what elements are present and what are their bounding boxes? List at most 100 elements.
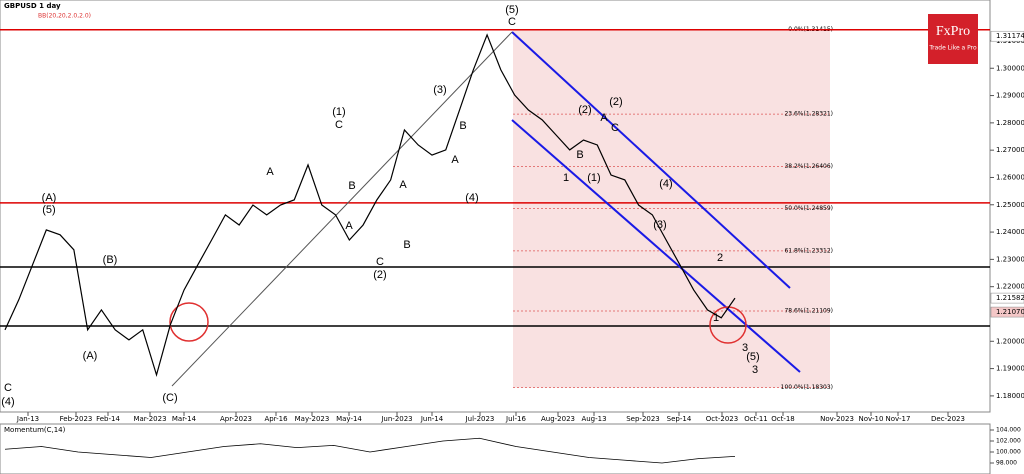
x-tick-label: Dec-2023 (931, 415, 965, 423)
trend-line (171, 31, 513, 387)
x-tick-label: May-2023 (295, 415, 330, 423)
channel-lower (511, 119, 801, 373)
wave-label: (A) (83, 350, 98, 362)
wave-label: (5) (746, 351, 759, 363)
price-line (4, 33, 736, 378)
y-tick-label: 1.27000 (996, 146, 1024, 154)
wave-label: (4) (659, 178, 672, 190)
wave-label: (1) (332, 106, 345, 118)
x-tick-label: Jul-16 (505, 415, 526, 423)
wave-label: (3) (653, 219, 666, 231)
x-tick-label: Jan-13 (16, 415, 39, 423)
wave-label: (2) (609, 96, 622, 108)
wave-label: C (335, 119, 343, 131)
x-tick-label: Oct-11 (744, 415, 768, 423)
y-tick-label: 1.25000 (996, 201, 1024, 209)
highlight-circle (709, 306, 747, 344)
x-tick-label: Feb-2023 (60, 415, 93, 423)
fib-label: 50.0%(1.24859) (784, 205, 833, 212)
chart-title: GBPUSD 1 day (4, 2, 61, 10)
x-tick-label: Mar-2023 (133, 415, 166, 423)
wave-label: C (4, 382, 12, 394)
channel-upper (511, 31, 791, 289)
y-tick-label: 1.29000 (996, 92, 1024, 100)
x-tick-label: Nov-2023 (820, 415, 854, 423)
x-tick-label: Apr-2023 (220, 415, 252, 423)
logo-tagline: Trade Like a Pro (928, 45, 977, 52)
y-tick-label: 1.30000 (996, 64, 1024, 72)
wave-label: A (345, 220, 353, 232)
momentum-tick-label: 98.000 (996, 459, 1017, 466)
fib-label: 78.6%(1.21109) (784, 308, 833, 315)
wave-label: B (403, 239, 410, 251)
wave-label: (A) (42, 192, 57, 204)
x-tick-label: Nov-17 (886, 415, 911, 423)
wave-label: (C) (162, 392, 177, 404)
logo-box (928, 14, 978, 64)
momentum-frame (0, 423, 991, 474)
x-tick-label: Sep-2023 (626, 415, 660, 423)
wave-label: (B) (103, 254, 118, 266)
price-tag-label: 1.21582 (996, 294, 1024, 302)
x-tick-label: Apr-16 (264, 415, 288, 423)
wave-label: B (576, 149, 583, 161)
wave-label: C (508, 16, 516, 28)
wave-label: 2 (717, 252, 723, 264)
momentum-line (4, 437, 736, 464)
fib-label: 38.2%(1.26406) (784, 163, 833, 170)
wave-label: (2) (373, 269, 386, 281)
wave-label: (1) (587, 172, 600, 184)
wave-label: C (376, 256, 384, 268)
wave-label: (3) (433, 84, 446, 96)
highlight-circle (169, 302, 209, 342)
wave-label: C (611, 122, 619, 134)
momentum-tick-label: 104.000 (996, 426, 1021, 433)
x-tick-label: Jun-14 (420, 415, 444, 423)
x-tick-label: Jun-2023 (380, 415, 412, 423)
y-tick-label: 1.26000 (996, 173, 1024, 181)
wave-label: (5) (42, 204, 55, 216)
y-tick-label: 1.28000 (996, 119, 1024, 127)
x-tick-label: Sep-14 (667, 415, 692, 423)
wave-label: A (399, 179, 407, 191)
wave-label: (2) (578, 104, 591, 116)
wave-label: A (266, 166, 274, 178)
wave-label: B (348, 180, 355, 192)
x-tick-label: Oct-2023 (706, 415, 738, 423)
fib-label: 23.6%(1.28321) (784, 111, 833, 118)
x-tick-label: Aug-2023 (541, 415, 575, 423)
momentum-tick-label: 102.000 (996, 437, 1021, 444)
wave-label: B (459, 120, 466, 132)
price-tag (990, 30, 1024, 42)
x-tick-label: Jul-2023 (465, 415, 495, 423)
price-tag-label: 1.31174 (996, 32, 1024, 40)
wave-label: 1 (713, 312, 719, 324)
wave-label: A (600, 112, 608, 124)
momentum-title: Momentum(C,14) (4, 426, 66, 434)
x-tick-label: Feb-14 (96, 415, 120, 423)
x-tick-label: Oct-18 (771, 415, 795, 423)
y-tick-label: 1.18000 (996, 392, 1024, 400)
indicator-label: BB(20,20,2.0,2.0) (38, 13, 91, 20)
wave-label: 3 (742, 342, 748, 354)
wave-label: (4) (465, 192, 478, 204)
wave-label: A (451, 154, 459, 166)
x-tick-label: May-14 (336, 415, 362, 423)
y-tick-label: 1.20000 (996, 337, 1024, 345)
x-tick-label: Mar-14 (172, 415, 197, 423)
y-tick-label: 1.23000 (996, 255, 1024, 263)
price-tag-label: 1.21070 (996, 308, 1024, 316)
wave-label: 3 (752, 364, 758, 376)
y-tick-label: 1.19000 (996, 365, 1024, 373)
wave-label: 1 (563, 172, 569, 184)
y-tick-label: 1.24000 (996, 228, 1024, 236)
fib-label: 100.0%(1.18303) (781, 384, 833, 391)
wave-label: (4) (1, 396, 14, 408)
wave-label: (5) (505, 4, 518, 16)
y-tick-label: 1.22000 (996, 283, 1024, 291)
x-tick-label: Nov-10 (859, 415, 884, 423)
x-tick-label: Aug-13 (581, 415, 606, 423)
price-tag (990, 306, 1024, 318)
logo-name: FxPro (936, 24, 970, 39)
